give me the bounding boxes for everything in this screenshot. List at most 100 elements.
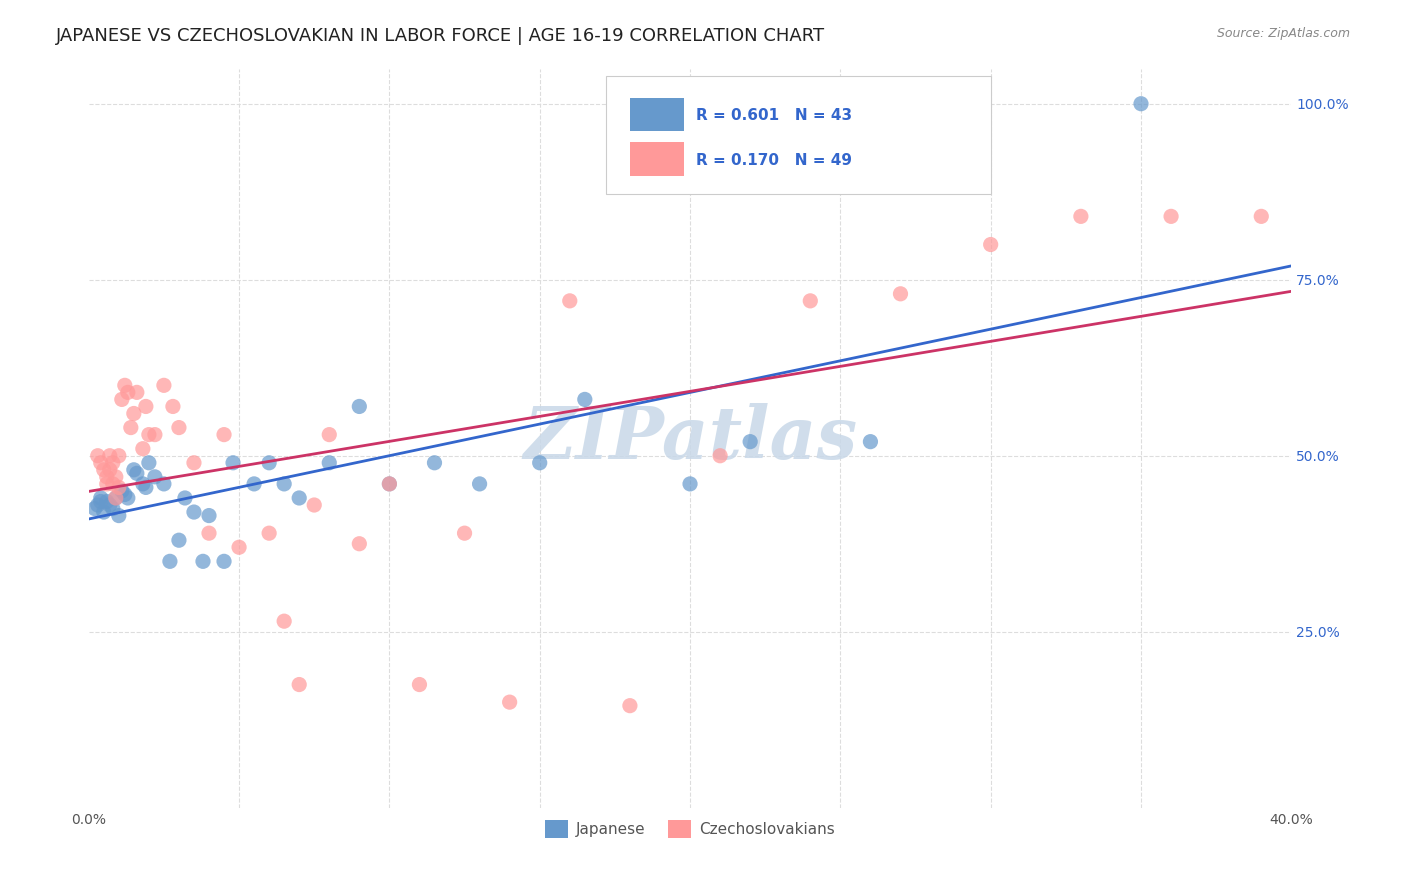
Japanese xyxy=(93,505,115,519)
Japanese xyxy=(104,491,127,505)
Japanese xyxy=(191,554,214,568)
Czechoslovakians xyxy=(378,476,401,491)
Czechoslovakians xyxy=(138,427,160,442)
Japanese xyxy=(273,476,295,491)
Japanese xyxy=(114,487,136,501)
Japanese xyxy=(288,491,311,505)
Czechoslovakians xyxy=(101,456,124,470)
Japanese xyxy=(159,554,181,568)
Japanese xyxy=(138,456,160,470)
Czechoslovakians xyxy=(104,491,127,505)
Czechoslovakians xyxy=(228,541,250,555)
Czechoslovakians xyxy=(709,449,731,463)
Japanese xyxy=(859,434,882,449)
Japanese xyxy=(679,476,702,491)
Japanese xyxy=(1130,96,1153,111)
Japanese xyxy=(98,498,121,512)
Text: JAPANESE VS CZECHOSLOVAKIAN IN LABOR FORCE | AGE 16-19 CORRELATION CHART: JAPANESE VS CZECHOSLOVAKIAN IN LABOR FOR… xyxy=(56,27,825,45)
Czechoslovakians xyxy=(408,677,430,691)
Czechoslovakians xyxy=(101,476,124,491)
Czechoslovakians xyxy=(302,498,325,512)
Czechoslovakians xyxy=(980,237,1002,252)
Japanese xyxy=(125,467,148,481)
Czechoslovakians xyxy=(120,420,142,434)
Japanese xyxy=(529,456,551,470)
Japanese xyxy=(111,483,134,498)
FancyBboxPatch shape xyxy=(606,76,991,194)
Czechoslovakians xyxy=(98,449,121,463)
Japanese xyxy=(90,491,112,505)
Japanese xyxy=(222,456,245,470)
Text: R = 0.170   N = 49: R = 0.170 N = 49 xyxy=(696,153,852,168)
Czechoslovakians xyxy=(135,400,157,414)
Japanese xyxy=(198,508,221,523)
Czechoslovakians xyxy=(318,427,340,442)
Czechoslovakians xyxy=(107,449,129,463)
Czechoslovakians xyxy=(114,378,136,392)
Czechoslovakians xyxy=(453,526,475,541)
Japanese xyxy=(153,476,176,491)
Czechoslovakians xyxy=(96,476,118,491)
Text: ZIPatlas: ZIPatlas xyxy=(523,402,858,474)
Japanese xyxy=(117,491,139,505)
Czechoslovakians xyxy=(889,286,911,301)
Japanese xyxy=(90,494,112,508)
Japanese xyxy=(135,480,157,494)
Japanese xyxy=(132,476,155,491)
Czechoslovakians xyxy=(273,614,295,628)
Japanese xyxy=(243,476,266,491)
Legend: Japanese, Czechoslovakians: Japanese, Czechoslovakians xyxy=(540,814,841,845)
Czechoslovakians xyxy=(198,526,221,541)
Japanese xyxy=(740,434,762,449)
Japanese xyxy=(423,456,446,470)
Czechoslovakians xyxy=(87,449,110,463)
Czechoslovakians xyxy=(167,420,190,434)
Czechoslovakians xyxy=(93,463,115,477)
Czechoslovakians xyxy=(122,407,145,421)
Czechoslovakians xyxy=(257,526,280,541)
Czechoslovakians xyxy=(1160,210,1182,224)
Czechoslovakians xyxy=(117,385,139,400)
Czechoslovakians xyxy=(153,378,176,392)
Japanese xyxy=(318,456,340,470)
Czechoslovakians xyxy=(619,698,641,713)
Czechoslovakians xyxy=(498,695,520,709)
Czechoslovakians xyxy=(104,470,127,484)
Japanese xyxy=(143,470,166,484)
Czechoslovakians xyxy=(143,427,166,442)
Czechoslovakians xyxy=(90,456,112,470)
Czechoslovakians xyxy=(288,677,311,691)
Japanese xyxy=(574,392,596,407)
Czechoslovakians xyxy=(212,427,235,442)
Czechoslovakians xyxy=(125,385,148,400)
Czechoslovakians xyxy=(1070,210,1092,224)
Czechoslovakians xyxy=(183,456,205,470)
Japanese xyxy=(257,456,280,470)
Japanese xyxy=(107,508,129,523)
Japanese xyxy=(183,505,205,519)
Czechoslovakians xyxy=(558,293,581,308)
Japanese xyxy=(87,498,110,512)
Czechoslovakians xyxy=(107,480,129,494)
Czechoslovakians xyxy=(98,463,121,477)
Japanese xyxy=(468,476,491,491)
Czechoslovakians xyxy=(111,392,134,407)
Japanese xyxy=(122,463,145,477)
Czechoslovakians xyxy=(799,293,821,308)
Czechoslovakians xyxy=(162,400,184,414)
Japanese xyxy=(96,494,118,508)
Czechoslovakians xyxy=(132,442,155,456)
Japanese xyxy=(212,554,235,568)
Japanese xyxy=(378,476,401,491)
Text: Source: ZipAtlas.com: Source: ZipAtlas.com xyxy=(1216,27,1350,40)
Japanese xyxy=(83,501,105,516)
Bar xyxy=(630,98,685,131)
Czechoslovakians xyxy=(1250,210,1272,224)
Bar xyxy=(630,143,685,176)
Japanese xyxy=(101,501,124,516)
Czechoslovakians xyxy=(349,537,371,551)
Text: R = 0.601   N = 43: R = 0.601 N = 43 xyxy=(696,108,852,123)
Czechoslovakians xyxy=(96,470,118,484)
Japanese xyxy=(167,533,190,548)
Japanese xyxy=(349,400,371,414)
